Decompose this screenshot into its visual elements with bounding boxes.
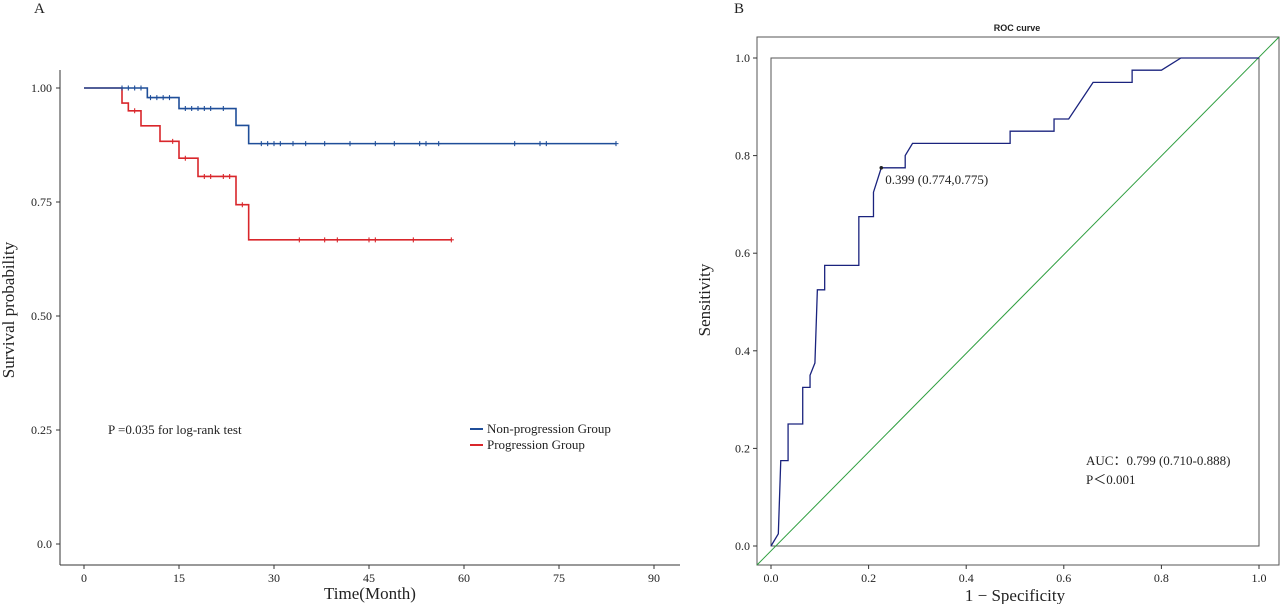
- panel-label-b: B: [734, 1, 744, 17]
- km-logrank-annotation: P =0.035 for log-rank test: [108, 422, 242, 437]
- roc-y-tick-label: 0.0: [735, 539, 750, 553]
- roc-cutoff-label: 0.399 (0.774,0.775): [885, 172, 988, 187]
- km-censor-mark: [537, 141, 543, 147]
- km-censor-mark: [208, 173, 214, 179]
- km-curve-non-progression-group: [84, 87, 616, 145]
- roc-curve: [770, 57, 1259, 547]
- km-y-ticks: 0.0 0.25 0.50 0.75 1.00: [31, 81, 60, 551]
- roc-x-tick-label: 0.6: [1056, 571, 1071, 585]
- km-censor-mark: [119, 85, 125, 91]
- km-censor-mark: [372, 141, 378, 147]
- km-y-tick-label: 0.75: [31, 195, 52, 209]
- km-x-tick-label: 90: [648, 571, 660, 585]
- roc-y-ticks: 0.0 0.2 0.4 0.6 0.8 1.0: [735, 51, 757, 553]
- km-censor-mark: [160, 95, 166, 101]
- roc-x-tick-label: 0.2: [861, 571, 876, 585]
- km-censor-mark: [167, 95, 172, 101]
- roc-cutoff-point: [879, 166, 884, 170]
- km-censor-mark: [277, 141, 283, 147]
- km-censor-mark: [170, 138, 176, 144]
- km-censor-mark: [417, 141, 423, 147]
- km-censor-mark: [372, 237, 378, 243]
- km-censor-mark: [125, 85, 131, 91]
- km-x-ticks: 0 15 30 45 60 75 90: [81, 565, 660, 585]
- km-censor-mark: [322, 141, 328, 147]
- km-y-tick-label: 0.25: [31, 423, 52, 437]
- km-censor-mark: [148, 95, 153, 101]
- roc-x-tick-label: 0.0: [764, 571, 779, 585]
- roc-y-tick-label: 0.6: [735, 246, 750, 260]
- km-censor-mark: [391, 141, 397, 147]
- km-censor-mark: [303, 141, 309, 147]
- km-censor-mark: [423, 141, 429, 147]
- roc-x-tick-label: 0.8: [1154, 571, 1169, 585]
- km-censor-mark: [366, 237, 372, 243]
- km-censor-mark: [334, 237, 340, 243]
- km-censor-mark: [138, 85, 144, 91]
- roc-x-ticks: 0.0 0.2 0.4 0.6 0.8 1.0: [764, 565, 1267, 585]
- km-censor-mark: [154, 95, 160, 101]
- km-x-axis-title: Time(Month): [324, 584, 416, 603]
- roc-y-tick-label: 0.8: [735, 149, 750, 163]
- km-censor-mark: [132, 108, 138, 114]
- roc-y-tick-label: 1.0: [735, 51, 750, 65]
- km-censor-mark: [410, 237, 416, 243]
- km-censor-mark: [296, 237, 302, 243]
- km-x-tick-label: 75: [553, 571, 565, 585]
- km-censor-mark: [132, 85, 138, 91]
- km-y-tick-label: 0.0: [37, 537, 52, 551]
- roc-x-axis-title: 1 − Specificity: [965, 586, 1066, 604]
- roc-reference-line: [756, 36, 1280, 566]
- legend-label-progression: Progression Group: [487, 437, 585, 452]
- km-censor-mark: [195, 106, 201, 112]
- roc-y-tick-label: 0.2: [735, 441, 750, 455]
- km-y-tick-label: 0.50: [31, 309, 52, 323]
- roc-auc-text: AUC：0.799 (0.710-0.888): [1086, 453, 1230, 468]
- km-censor-mark: [220, 173, 226, 179]
- km-censor-mark: [436, 141, 442, 147]
- roc-p-text: P＜0.001: [1086, 472, 1135, 487]
- km-censor-mark: [613, 141, 619, 147]
- km-censor-mark: [182, 155, 188, 161]
- km-x-tick-label: 30: [268, 571, 280, 585]
- roc-plot-box: [770, 57, 1260, 547]
- km-censor-mark: [347, 141, 353, 147]
- roc-x-tick-label: 1.0: [1252, 571, 1267, 585]
- km-censor-mark: [271, 141, 277, 147]
- km-censor-mark: [208, 106, 214, 112]
- roc-title: ROC curve: [994, 23, 1041, 33]
- km-series: [84, 85, 619, 243]
- km-censor-mark: [201, 106, 207, 112]
- km-x-tick-label: 15: [173, 571, 185, 585]
- km-x-tick-label: 60: [458, 571, 470, 585]
- km-censor-mark: [322, 237, 328, 243]
- km-censor-mark: [448, 237, 454, 243]
- km-censor-mark: [512, 141, 518, 147]
- km-censor-mark: [543, 141, 549, 147]
- roc-y-tick-label: 0.4: [735, 344, 750, 358]
- legend-label-non-progression: Non-progression Group: [487, 421, 611, 436]
- km-censor-mark: [182, 106, 188, 112]
- km-y-axis-title: Survival probability: [0, 241, 18, 378]
- km-censor-mark: [201, 173, 207, 179]
- km-y-tick-label: 1.00: [31, 81, 52, 95]
- km-x-tick-label: 45: [363, 571, 375, 585]
- km-legend: Non-progression Group Progression Group: [470, 421, 611, 452]
- roc-x-tick-label: 0.4: [959, 571, 974, 585]
- km-x-tick-label: 0: [81, 571, 87, 585]
- roc-chart: ROC curve 0.00.20.40.60.81.0 0.0 0.2 0.4 0.…: [695, 23, 1280, 604]
- km-censor-mark: [265, 141, 271, 147]
- panel-label-a: A: [34, 1, 45, 17]
- km-chart: 0.0 0.25 0.50 0.75 1.00 0 15 30 45 60 75 90 Time(M…: [0, 70, 680, 603]
- roc-y-axis-title: Sensitivity: [695, 263, 714, 336]
- km-censor-mark: [227, 173, 233, 179]
- km-censor-mark: [220, 106, 226, 112]
- km-censor-mark: [239, 202, 245, 208]
- km-curve-progression-group: [84, 87, 452, 241]
- km-censor-mark: [189, 106, 195, 112]
- roc-frame: [756, 36, 1280, 566]
- km-censor-mark: [258, 141, 264, 147]
- km-censor-mark: [290, 141, 296, 147]
